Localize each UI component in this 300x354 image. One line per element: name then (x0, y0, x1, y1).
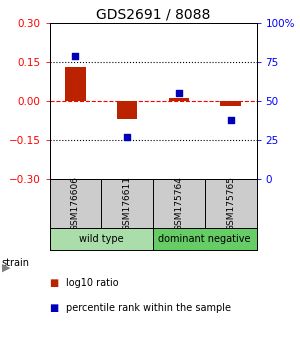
Text: wild type: wild type (79, 234, 124, 244)
Text: GSM175765: GSM175765 (226, 176, 235, 231)
Point (125, 134, 130, 140)
Point (176, 90, 181, 96)
Bar (50, 228, 153, 250)
Bar (65, 67, 86, 101)
Text: log10 ratio: log10 ratio (66, 278, 118, 288)
Point (228, 117, 233, 122)
Bar (220, 101, 241, 106)
Title: GDS2691 / 8088: GDS2691 / 8088 (96, 8, 210, 22)
Text: GSM175764: GSM175764 (174, 176, 183, 231)
Text: ▶: ▶ (2, 263, 10, 273)
Text: ■: ■ (50, 303, 59, 313)
Text: ■: ■ (50, 278, 59, 288)
Bar (169, 98, 189, 101)
Text: strain: strain (2, 258, 29, 268)
Point (73, 53, 78, 58)
Bar (117, 101, 137, 119)
Text: percentile rank within the sample: percentile rank within the sample (66, 303, 231, 313)
Text: GSM176611: GSM176611 (123, 176, 132, 231)
Text: GSM176606: GSM176606 (71, 176, 80, 231)
Bar (153, 228, 256, 250)
Text: dominant negative: dominant negative (158, 234, 251, 244)
